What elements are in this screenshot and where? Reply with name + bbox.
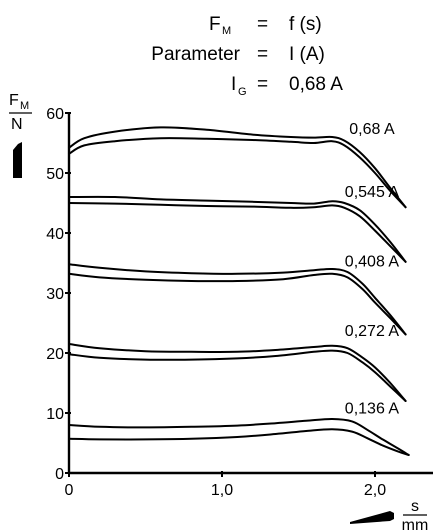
series-label: 0,136 A [345,401,400,418]
y-unit-denominator: N [11,116,23,133]
y-unit-numerator-sub: M [20,100,29,112]
y-tick-label: 10 [46,406,64,423]
y-tick-label: 20 [46,346,64,363]
y-tick-label: 0 [55,466,64,483]
header-line1-eq: = [257,14,268,35]
series-2-lower-line [68,272,407,336]
x-unit-numerator: s [411,498,419,515]
y-tick-label: 60 [46,106,64,123]
header-line1-rhs: f (s) [289,14,322,35]
series-0-upper-line [68,126,407,209]
y-tick-label: 30 [46,286,64,303]
series-labels: 0,68 A 0,545 A 0,408 A 0,272 A 0,136 A [345,121,400,418]
x-arrow-icon [350,511,394,524]
series-4-upper-line [68,417,410,456]
axes [67,113,433,475]
series-0-lower-line [68,137,407,209]
y-tick-label: 50 [46,166,64,183]
y-tick-label: 40 [46,226,64,243]
series-1-lower-line [68,202,407,263]
header-line2-eq: = [257,44,268,65]
y-axis-unit: F M N [9,92,32,178]
header-line3-lhs-sub: G [238,86,247,98]
series-2-upper-line [68,263,407,336]
y-arrow-icon [13,142,22,178]
header-line1-lhs-sub: M [222,25,231,37]
y-ticks: 0 10 20 30 40 50 60 [46,106,71,483]
header-equations: F M = f (s) Parameter = I (A) I G = 0,68… [151,14,343,98]
header-line2-rhs: I (A) [289,44,325,65]
x-unit-denominator: mm [402,517,429,531]
series-label: 0,68 A [349,121,395,138]
header-line2-lhs: Parameter [151,44,240,65]
series-label: 0,272 A [345,323,400,340]
x-tick-label: 0 [65,482,74,499]
series-label: 0,408 A [345,254,400,271]
x-tick-label: 1,0 [211,482,233,499]
header-line3-lhs: I [231,74,236,95]
series-3-upper-line [68,343,407,402]
series-label: 0,545 A [345,184,400,201]
header-line3-eq: = [257,74,268,95]
header-line3-rhs: 0,68 A [289,74,343,95]
curves [68,126,410,456]
y-unit-numerator: F [9,92,19,109]
series-3-lower-line [68,349,407,402]
series-4-lower-line [68,428,410,456]
x-tick-label: 2,0 [364,482,386,499]
x-ticks: 0 1,0 2,0 [65,471,386,499]
x-axis-unit: s mm [350,498,428,531]
series-1-upper-line [68,195,407,263]
header-line1-lhs: F [209,14,221,35]
